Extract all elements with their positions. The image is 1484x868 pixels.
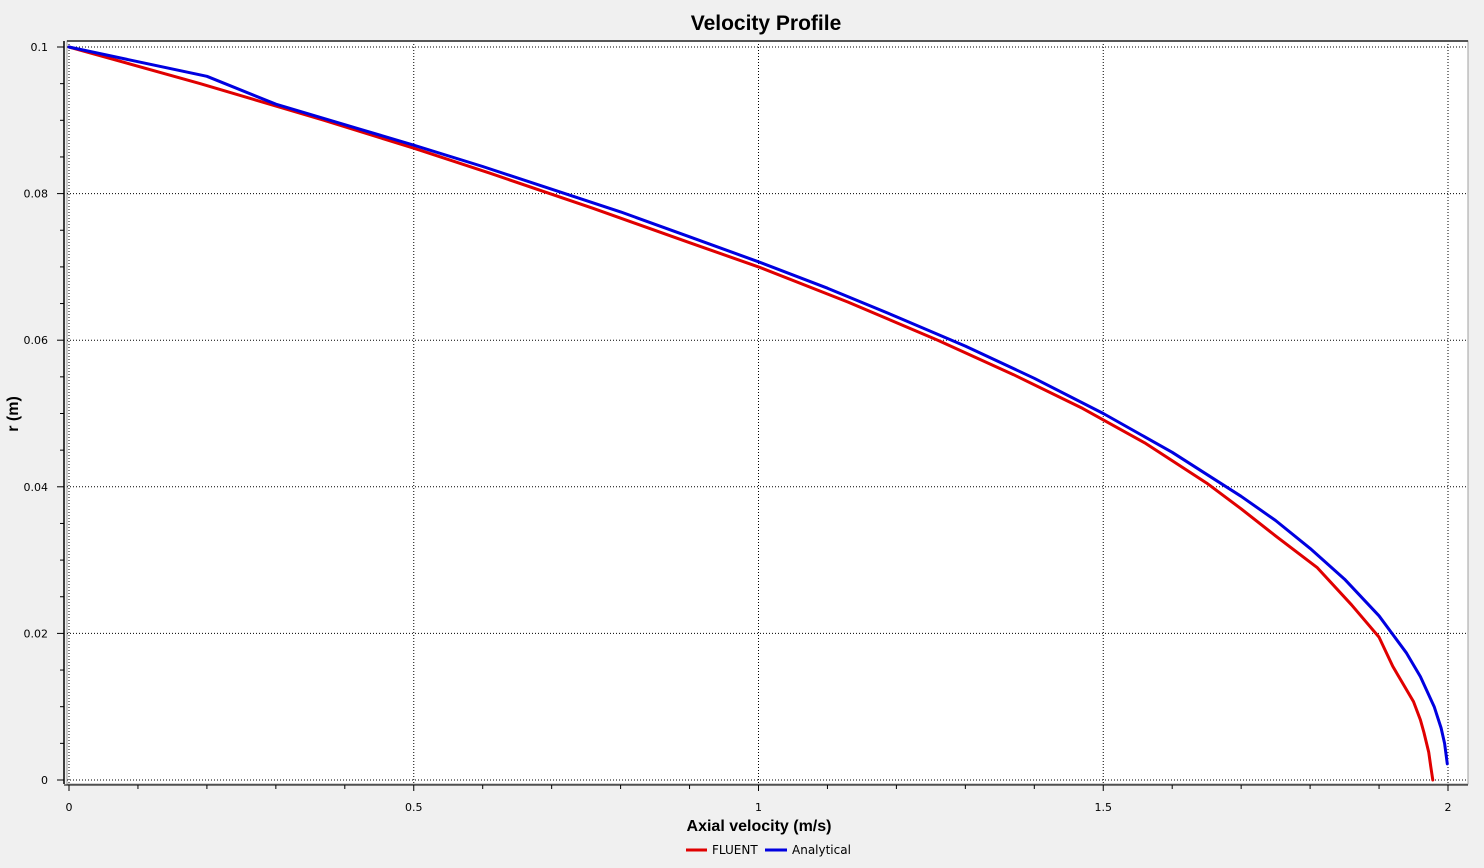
x-tick-label: 2 [1445,801,1452,814]
y-axis-label: r (m) [5,396,22,432]
y-tick-label: 0 [41,774,48,787]
x-tick-label: 0 [66,801,73,814]
axis-ticks: 0 0.5 1 1.5 2 0 0.02 0.04 0.06 0.08 0.1 [24,41,1452,814]
plot-area [66,40,1469,785]
y-tick-label: 0.1 [31,41,49,54]
series-line-fluent [67,45,1435,782]
series-line-analytical [67,45,1449,766]
x-tick-label: 1.5 [1095,801,1113,814]
data-series [67,45,1449,782]
chart-title: Velocity Profile [691,12,842,35]
legend-label-fluent: FLUENT [712,843,758,857]
x-tick-label: 1 [755,801,762,814]
y-tick-label: 0.02 [24,627,49,640]
legend: FLUENT Analytical [686,843,851,857]
x-axis-label: Axial velocity (m/s) [687,818,832,835]
legend-label-analytical: Analytical [792,843,851,857]
grid-lines [67,41,1468,784]
y-tick-label: 0.06 [24,334,49,347]
y-tick-label: 0.04 [24,481,49,494]
x-tick-label: 0.5 [405,801,423,814]
y-tick-label: 0.08 [24,188,49,201]
